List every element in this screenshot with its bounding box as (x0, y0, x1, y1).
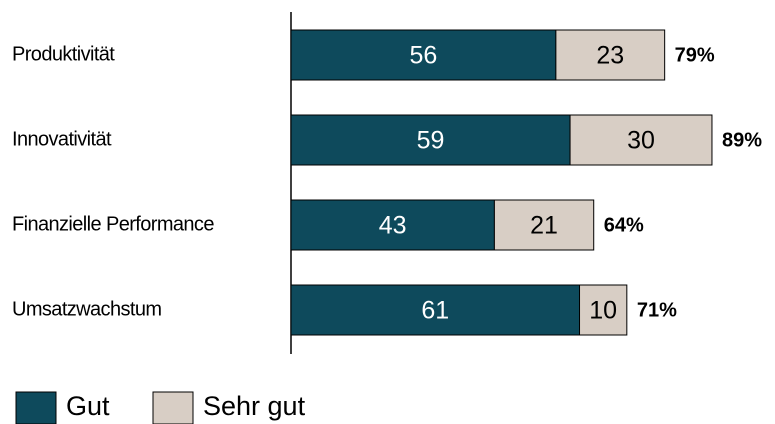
value-label: 43 (379, 212, 407, 240)
legend-label: Gut (66, 391, 110, 421)
legend-swatch (15, 391, 57, 424)
bar-segment (493, 199, 595, 251)
bar-segment (290, 29, 557, 81)
value-label: 56 (410, 42, 438, 70)
legend-label: Sehr gut (203, 391, 306, 421)
total-label: 71% (637, 299, 677, 321)
value-label: 23 (596, 42, 624, 70)
value-label: 61 (421, 297, 449, 325)
bar-segment (290, 114, 571, 166)
category-label: Innovativität (12, 128, 112, 150)
total-label: 79% (675, 44, 715, 66)
bar-segment (569, 114, 713, 166)
bar-segment (555, 29, 666, 81)
bar-segment (579, 284, 628, 336)
category-label: Finanzielle Performance (12, 213, 214, 235)
legend-swatch (152, 391, 194, 424)
value-label: 10 (589, 297, 617, 325)
value-label: 21 (530, 212, 558, 240)
total-label: 64% (604, 214, 644, 236)
total-label: 89% (722, 129, 762, 151)
value-label: 59 (417, 127, 445, 155)
value-label: 30 (627, 127, 655, 155)
category-label: Umsatzwachstum (12, 298, 161, 320)
category-label: Produktivität (12, 43, 115, 65)
